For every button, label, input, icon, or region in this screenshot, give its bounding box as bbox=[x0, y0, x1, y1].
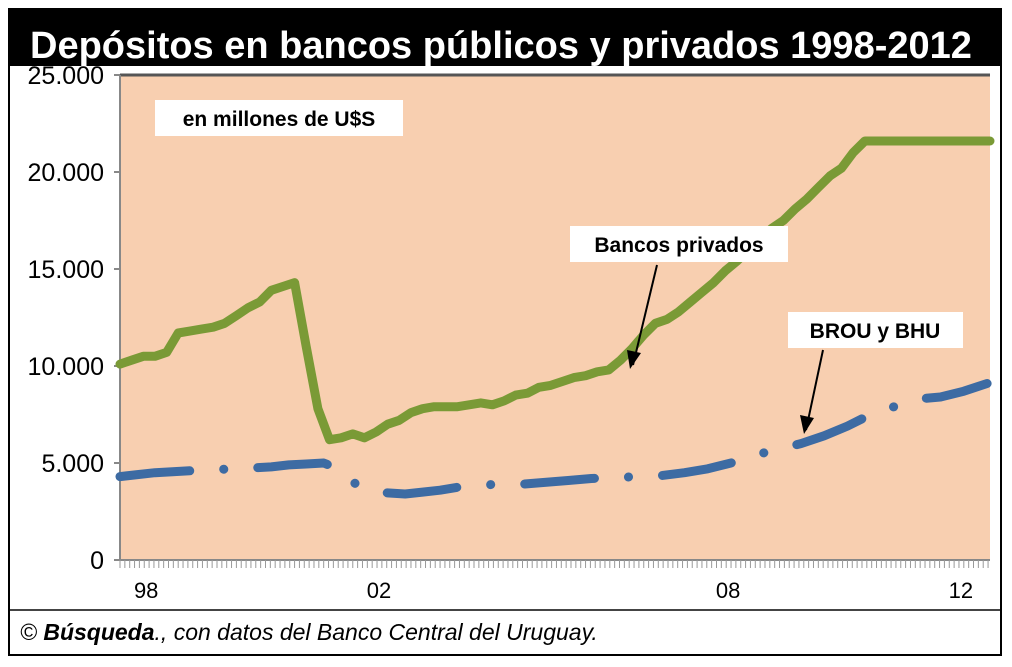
x-tick-label: 98 bbox=[134, 578, 158, 603]
x-tick-label: 08 bbox=[716, 578, 740, 603]
copyright-symbol: © bbox=[20, 619, 37, 645]
chart-title: Depósitos en bancos públicos y privados … bbox=[30, 25, 972, 67]
annotation-box-privados bbox=[570, 226, 788, 262]
series-line-brou-bhu bbox=[115, 379, 992, 499]
annotation-arrow-brou bbox=[805, 349, 824, 431]
annotation-brou-bhu: BROU y BHU bbox=[810, 320, 941, 343]
title-bar: Depósitos en bancos públicos y privados … bbox=[10, 10, 1000, 67]
annotation-box-brou bbox=[788, 312, 963, 348]
y-tick-label: 5.000 bbox=[41, 450, 104, 478]
y-tick-label: 0 bbox=[90, 547, 104, 575]
x-tick-label: 12 bbox=[949, 578, 973, 603]
unit-note-box bbox=[155, 100, 403, 136]
y-tick-label: 20.000 bbox=[28, 159, 104, 187]
unit-note: en millones de U$S bbox=[183, 108, 376, 131]
y-tick-label: 15.000 bbox=[28, 256, 104, 284]
source-note: © Búsqueda., con datos del Banco Central… bbox=[20, 618, 598, 646]
annotation-arrow-privados bbox=[632, 264, 658, 366]
series-line-bancos-privados bbox=[115, 136, 995, 445]
y-tick-label: 10.000 bbox=[28, 353, 104, 381]
source-rest: ., con datos del Banco Central del Urugu… bbox=[154, 619, 598, 645]
x-tick-label: 02 bbox=[367, 578, 391, 603]
footer-divider bbox=[10, 609, 1000, 611]
y-tick-label: 25.000 bbox=[28, 62, 104, 90]
arrowhead-privados bbox=[627, 350, 641, 369]
annotation-bancos-privados: Bancos privados bbox=[594, 234, 763, 257]
arrowhead-brou bbox=[800, 415, 814, 434]
source-name: Búsqueda bbox=[43, 619, 155, 645]
